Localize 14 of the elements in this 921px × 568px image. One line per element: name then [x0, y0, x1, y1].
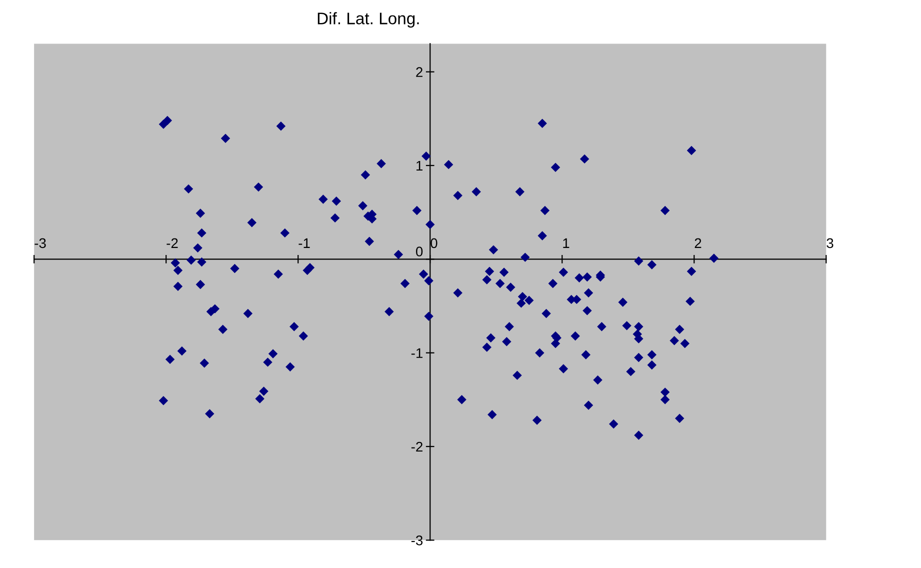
- y-tick-label: -1: [411, 348, 422, 358]
- x-tick-label: -2: [166, 238, 178, 248]
- y-tick-label: -2: [411, 442, 422, 452]
- chart-title: Dif. Lat. Long.: [318, 12, 419, 28]
- x-tick-label: -3: [34, 238, 46, 248]
- x-tick-label: 0: [430, 238, 438, 248]
- y-tick-label: 0: [416, 246, 423, 256]
- y-tick-label: 1: [416, 160, 422, 171]
- x-tick-label: -1: [298, 238, 310, 248]
- x-tick-label: 1: [563, 238, 570, 248]
- x-tick-label: 2: [694, 238, 702, 248]
- x-tick-label: 3: [826, 238, 834, 248]
- y-tick-label: -3: [411, 536, 423, 546]
- y-tick-label: 2: [416, 67, 422, 77]
